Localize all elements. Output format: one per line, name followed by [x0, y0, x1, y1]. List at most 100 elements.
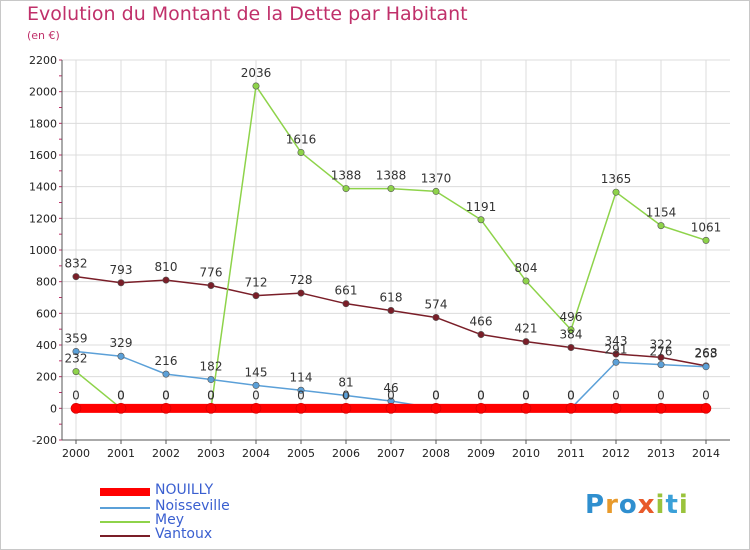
- data-point-vantoux: [567, 344, 575, 352]
- legend-label-mey: Mey: [155, 512, 184, 528]
- y-tick-label: 1600: [29, 149, 57, 162]
- y-tick-label: 600: [36, 307, 57, 320]
- data-label-vantoux: 776: [200, 265, 223, 279]
- data-point-nouilly: [520, 403, 532, 414]
- data-label-noisseville: 359: [65, 331, 88, 345]
- data-label-nouilly: 0: [387, 388, 395, 402]
- data-point-vantoux: [162, 276, 170, 284]
- data-point-noisseville: [297, 386, 305, 394]
- data-point-nouilly: [430, 403, 442, 414]
- x-tick-label: 2006: [332, 447, 360, 460]
- data-point-vantoux: [387, 306, 395, 314]
- data-point-nouilly: [340, 403, 352, 414]
- data-point-mey: [72, 368, 80, 376]
- data-label-nouilly: 0: [567, 388, 575, 402]
- x-tick-label: 2004: [242, 447, 270, 460]
- data-point-vantoux: [657, 353, 665, 361]
- data-point-vantoux: [252, 292, 260, 300]
- data-point-nouilly: [475, 403, 487, 414]
- data-label-vantoux: 466: [470, 315, 493, 329]
- data-point-nouilly: [655, 403, 667, 414]
- data-point-mey: [432, 187, 440, 195]
- data-point-mey: [387, 185, 395, 193]
- y-tick-label: 2000: [29, 86, 57, 99]
- data-point-noisseville: [252, 381, 260, 389]
- legend-label-noisseville: Noisseville: [155, 498, 230, 514]
- data-label-noisseville: 145: [245, 365, 268, 379]
- data-point-mey: [612, 188, 620, 196]
- logo-letter: i: [655, 490, 666, 520]
- data-label-nouilly: 0: [657, 388, 665, 402]
- data-label-nouilly: 0: [612, 388, 620, 402]
- data-point-noisseville: [612, 358, 620, 366]
- data-point-mey: [702, 236, 710, 244]
- data-label-noisseville: 81: [338, 376, 353, 390]
- data-label-nouilly: 0: [477, 388, 485, 402]
- x-tick-label: 2003: [197, 447, 225, 460]
- data-label-mey: 1365: [601, 172, 632, 186]
- data-label-mey: 0: [117, 388, 125, 402]
- data-point-noisseville: [162, 370, 170, 378]
- data-point-nouilly: [565, 403, 577, 414]
- data-point-nouilly: [250, 403, 262, 414]
- y-tick-label: 200: [36, 371, 57, 384]
- data-point-vantoux: [477, 331, 485, 339]
- data-point-noisseville: [207, 376, 215, 384]
- data-point-noisseville: [657, 361, 665, 369]
- data-label-nouilly: 0: [432, 388, 440, 402]
- x-tick-label: 2005: [287, 447, 315, 460]
- data-label-vantoux: 268: [695, 346, 718, 360]
- data-point-mey: [297, 148, 305, 156]
- data-label-mey: 1388: [331, 169, 362, 183]
- data-point-mey: [522, 277, 530, 285]
- x-tick-label: 2010: [512, 447, 540, 460]
- data-label-mey: 0: [207, 388, 215, 402]
- data-point-nouilly: [610, 403, 622, 414]
- logo-letter: r: [605, 490, 619, 520]
- data-label-noisseville: 329: [110, 336, 133, 350]
- data-label-vantoux: 793: [110, 263, 133, 277]
- x-tick-label: 2009: [467, 447, 495, 460]
- data-point-nouilly: [70, 403, 82, 414]
- data-label-mey: 1154: [646, 206, 677, 220]
- logo-letter: x: [637, 490, 656, 520]
- data-label-noisseville: 182: [200, 360, 223, 374]
- y-tick-label: 400: [36, 339, 57, 352]
- data-label-vantoux: 343: [605, 334, 628, 348]
- series: [70, 82, 712, 414]
- data-label-nouilly: 0: [72, 388, 80, 402]
- x-tick-label: 2012: [602, 447, 630, 460]
- logo-letter: P: [585, 490, 606, 520]
- data-label-noisseville: 263: [695, 347, 718, 361]
- data-point-mey: [657, 222, 665, 230]
- x-tick-label: 2014: [692, 447, 720, 460]
- data-label-noisseville: 291: [605, 342, 628, 356]
- data-label-nouilly: 0: [252, 388, 260, 402]
- data-label-vantoux: 810: [155, 260, 178, 274]
- data-label-noisseville: 0: [432, 388, 440, 402]
- data-label-vantoux: 618: [380, 290, 403, 304]
- x-tick-label: 2000: [62, 447, 90, 460]
- y-tick-label: 1200: [29, 212, 57, 225]
- logo-letter: o: [618, 490, 638, 520]
- data-label-vantoux: 832: [65, 257, 88, 271]
- data-label-nouilly: 0: [297, 388, 305, 402]
- data-point-mey: [252, 82, 260, 90]
- data-point-noisseville: [72, 347, 80, 355]
- data-label-nouilly: 0: [702, 388, 710, 402]
- data-label-vantoux: 661: [335, 284, 358, 298]
- data-label-noisseville: 46: [383, 381, 398, 395]
- data-label-mey: 1370: [421, 171, 452, 185]
- data-point-nouilly: [205, 403, 217, 414]
- y-tick-label: 1800: [29, 117, 57, 130]
- data-label-vantoux: 384: [560, 328, 583, 342]
- data-point-nouilly: [700, 403, 712, 414]
- y-tick-label: 2200: [29, 54, 57, 67]
- data-point-mey: [477, 216, 485, 224]
- data-label-mey: 1616: [286, 132, 317, 146]
- logo-letter: t: [665, 490, 679, 520]
- data-label-nouilly: 0: [207, 388, 215, 402]
- data-label-nouilly: 0: [342, 388, 350, 402]
- x-tick-label: 2008: [422, 447, 450, 460]
- data-label-mey: 804: [515, 261, 538, 275]
